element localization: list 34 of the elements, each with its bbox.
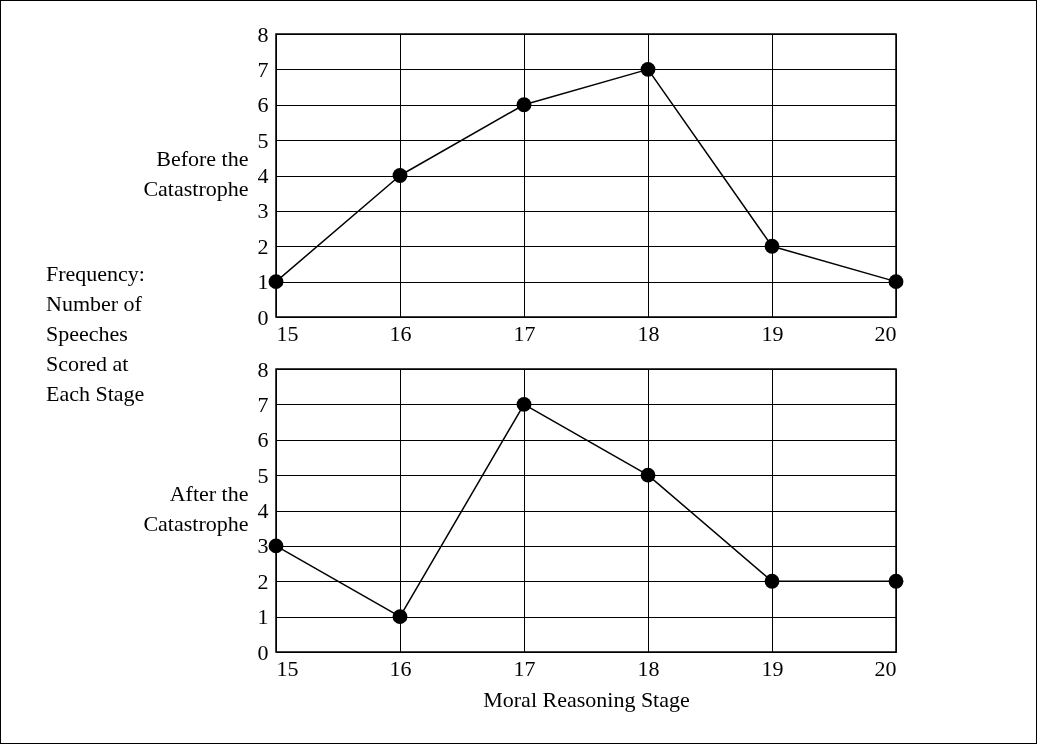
y-tick-label: 5 (257, 462, 269, 488)
y-axis-title: After the Catastrophe (143, 481, 249, 537)
x-tick-label: 16 (389, 320, 412, 346)
x-axis-title: Moral Reasoning Stage (483, 686, 690, 712)
y-tick-label: 7 (257, 391, 269, 417)
y-tick-label: 1 (257, 604, 269, 630)
y-tick-label: 2 (257, 233, 269, 259)
x-tick-label: 19 (761, 655, 784, 681)
x-tick-label: 18 (637, 655, 660, 681)
y-tick-label: 3 (257, 198, 269, 224)
y-tick-label: 5 (257, 127, 269, 153)
y-tick-label: 3 (257, 533, 269, 559)
x-tick-label: 19 (761, 320, 784, 346)
y-axis-title: Before the Catastrophe (143, 146, 249, 202)
x-tick-label: 15 (276, 655, 299, 681)
x-tick-label: 15 (276, 320, 299, 346)
x-tick-label: 20 (874, 655, 897, 681)
y-tick-label: 4 (257, 498, 269, 523)
y-tick-label: 2 (257, 568, 269, 594)
y-tick-label: 6 (257, 427, 269, 453)
y-tick-label: 0 (257, 639, 269, 665)
y-tick-label: 8 (257, 21, 269, 47)
x-tick-label: 18 (637, 320, 660, 346)
y-tick-label: 1 (257, 269, 269, 295)
y-tick-label: 7 (257, 56, 269, 82)
y-tick-label: 8 (257, 356, 269, 382)
y-tick-label: 4 (257, 163, 269, 188)
y-tick-label: 6 (257, 92, 269, 118)
x-tick-label: 20 (874, 320, 897, 346)
x-tick-label: 17 (513, 655, 536, 681)
text: Frequency: Number of Speeches Scored at Each Stage (46, 260, 146, 408)
y-tick-label: 0 (257, 304, 269, 330)
x-tick-label: 16 (389, 655, 412, 681)
x-tick-label: 17 (513, 320, 536, 346)
